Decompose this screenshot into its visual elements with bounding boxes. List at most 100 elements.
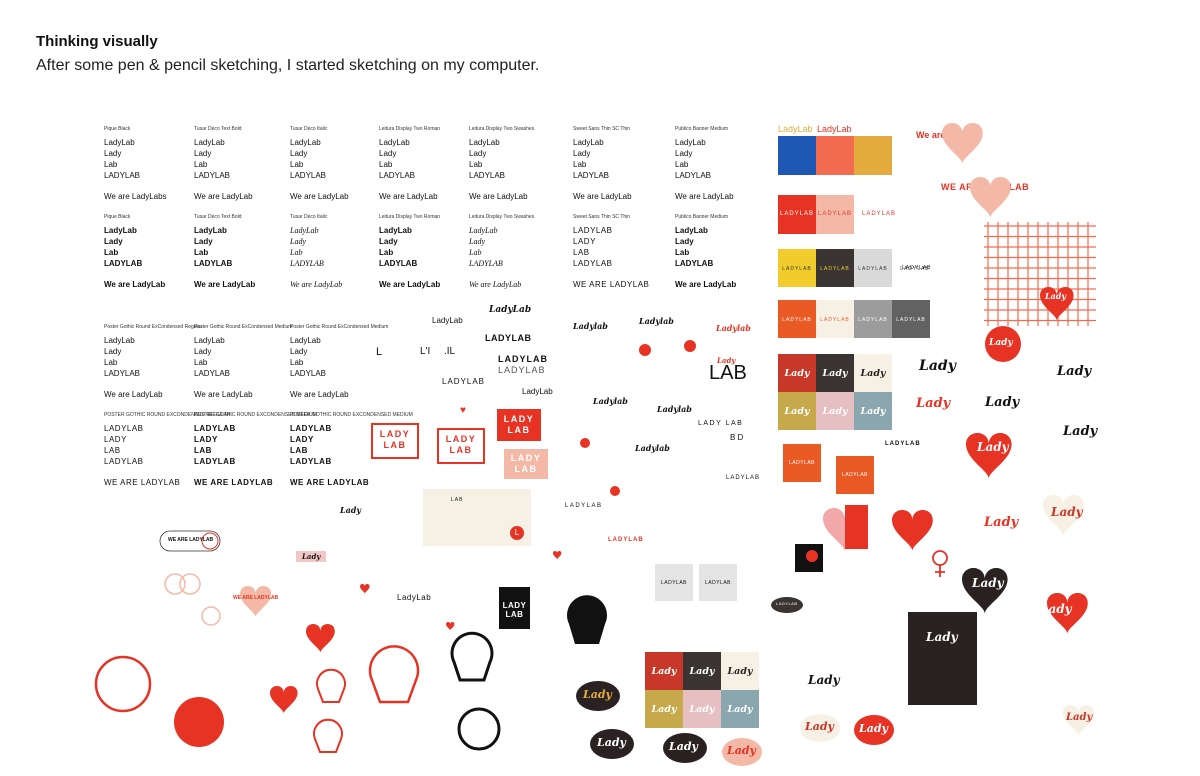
specimen-line: LadyLab [104,138,135,147]
font-specimen: POSTER GOTHIC ROUND EXCONDENSED MEDIUM LA… [194,410,317,488]
wordmark-ladylab-stack-1: LADYLAB [498,354,548,364]
swatch-yellow-label: LADYLAB [782,266,812,272]
wordmark-lady-lab-spaced: LADY LAB [698,420,744,427]
specimen-line: LADYLAB [469,171,506,180]
circle-l-2 [684,340,696,352]
font-name: Leitura Display Two Swashes [469,214,535,220]
script-lady-4: Lady [985,395,1020,410]
specimen-line: LadyLab [469,138,500,147]
swatch-grey [854,249,892,287]
swatch-white-label: LADYLAB [861,211,896,217]
specimen-line: Lady [469,149,487,158]
wordmark-we-are-circle: WE ARE LADYLAB [168,537,214,543]
lady-swatch-label: Lady [689,703,715,715]
glyph-sketch-c: .IL [444,346,456,357]
font-name: Tusar Deco Italic [290,214,328,220]
specimen-line: LADYLAB [104,259,143,268]
specimen-line: Lab [194,248,209,257]
specimen-line: Lady [290,347,308,356]
heart-outline-1 [306,624,335,653]
specimen-line: LadyLab [104,226,137,235]
pill-label: LADYLAB [776,601,798,606]
font-specimen: Poster Gothic Round ExCondensed Regular L… [104,322,202,400]
specimen-line: LADY [194,435,218,444]
specimen-line: Lady [573,149,591,158]
specimen-line: Lady [104,237,123,246]
swatch-yellow [778,249,816,287]
card-grey-1: LADYLAB [655,564,693,601]
font-specimen: Tusar Deco Text Bold LadyLab Lady Lab LADYLA… [194,124,253,202]
swatch-midgrey [854,300,892,338]
specimen-tagline: WE ARE LADYLAB [573,280,650,289]
specimen-line: LadyLab [290,336,321,345]
specimen-line: LAB [194,446,212,455]
lady-swatch: Lady [645,652,683,690]
script-lady-ellipse-3: Lady [669,740,698,753]
font-name: Sweet Sans Thin SC Thin [573,214,631,220]
specimen-line: LADYLAB [573,226,613,235]
script-lady-ellipse-4: Lady [727,744,756,757]
specimen-line: Lab [194,358,208,367]
square-orange-2-label: LADYLAB [841,472,868,478]
specimen-line: Lady [104,347,122,356]
font-specimen: Poster Gothic Round ExCondensed Medium La… [290,322,388,400]
wordmark-ladylab-spaced-2: LADYLAB [565,503,603,509]
specimen-tagline: We are LadyLab [194,192,253,201]
lady-swatch-label: Lady [822,367,848,379]
specimen-line: Lady [379,149,397,158]
wordmark-bd: B D [730,433,744,442]
script-lady-circle: Lady [989,338,1013,348]
wordmark-ladylab-arrow: LADYLAB [726,475,761,481]
specimen-line: LADYLAB [104,424,144,433]
bulb-outline [450,631,494,682]
script-ladylab-3: Ladylab [716,323,751,333]
specimen-line: LAB [290,446,308,455]
font-name: Publico Banner Medium [675,126,729,132]
script-lady-dark-card: Lady [1040,602,1072,616]
lady-swatch-label: Lady [784,367,810,379]
specimen-line: LADYLAB [573,259,613,268]
swatch-charcoal [816,249,854,287]
bulb-circle-outline [94,655,152,713]
swatch-cream-label: LADYLAB [820,317,850,323]
specimen-tagline: We are LadyLab [104,390,163,399]
heart-small-4 [446,622,455,631]
wordmark-ladylab-small: LadyLab [522,387,553,396]
circle-l-1 [639,344,651,356]
specimen-line: LadyLab [194,226,227,235]
specimen-line: LAB [104,446,121,455]
lady-swatch-label: Lady [651,665,677,677]
specimen-line: LADYLAB [290,259,324,268]
business-card: LAB L [423,489,531,546]
script-lady-heart-1: Lady [977,440,1009,454]
wordmark-ladylab-stack-2: LADYLAB [498,365,546,375]
specimen-line: Lab [290,358,304,367]
wordmark-ladylab-red: LADYLAB [608,537,644,543]
font-name: POSTER GOTHIC ROUND EXCONDENSED MEDIUM [194,412,317,418]
specimen-tagline: We are LadyLab [290,192,349,201]
specimen-line: Lab [194,160,208,169]
specimen-line: Lab [469,160,483,169]
wordmark-lady-lab-stack: Lady [340,505,362,515]
specimen-tagline: We are LadyLab [290,280,343,289]
heart-small-3 [553,551,562,560]
logo-box-outline-2: LADY LAB [437,428,485,464]
font-specimen: Poster Gothic Round ExCondensed Medium La… [194,322,292,400]
script-lady-heart-lab: Lady [1045,291,1067,301]
specimen-line: Lab [290,160,304,169]
script-ladylab-2: Ladylab [639,316,674,326]
palette-title-2: LadyLab [817,124,852,134]
specimen-line: Lab [104,248,119,257]
heart-bulb-1 [270,686,298,714]
specimen-line: LADY [290,435,314,444]
font-name: Leitura Display Two Roman [379,126,441,132]
logo-box-outline-2-text: LADY LAB [445,434,477,455]
specimen-line: LadyLab [675,226,708,235]
swatch-pink [816,195,854,234]
lady-swatch: Lady [683,652,721,690]
business-card-label: LAB [451,497,464,503]
logo-box-red: LADY LAB [497,409,541,441]
specimen-line: LADYLAB [379,171,416,180]
specimen-line: LADYLAB [104,369,141,378]
specimen-tagline: We are LadyLab [675,280,737,289]
